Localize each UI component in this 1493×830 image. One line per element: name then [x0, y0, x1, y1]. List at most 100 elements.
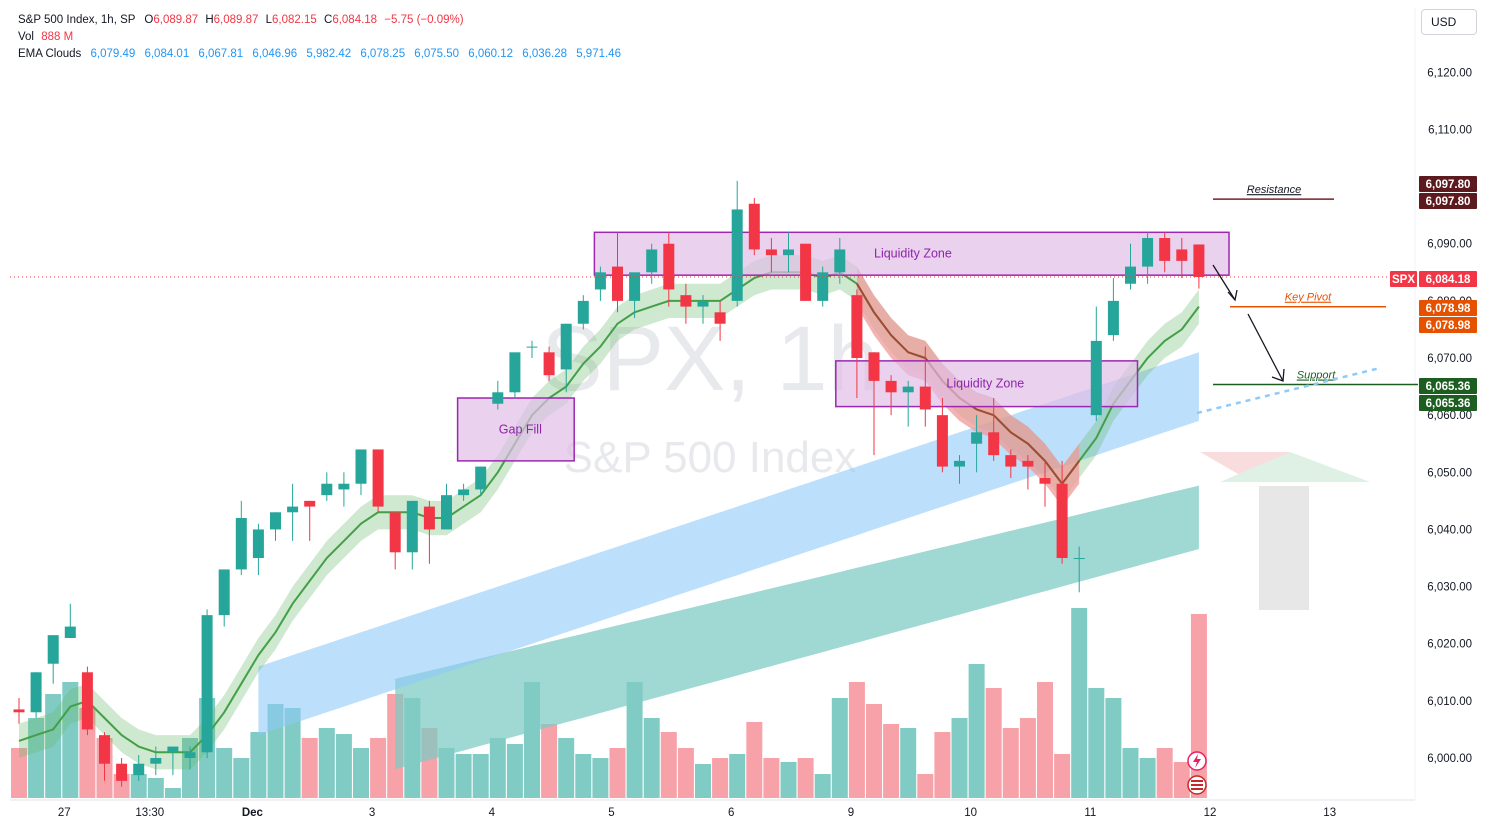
volume-bar: [1139, 758, 1156, 798]
candle-body: [133, 763, 145, 776]
gap-fill-zone: [456, 397, 575, 462]
volume-bar: [164, 788, 181, 798]
volume-bar: [1088, 688, 1105, 798]
volume-bar: [1156, 748, 1173, 798]
candle-body: [971, 432, 983, 444]
legend-close: 6,084.18: [332, 14, 378, 26]
candle-body: [1022, 460, 1034, 467]
candle-body: [116, 763, 128, 781]
time-tick-label: 13:30: [135, 807, 164, 819]
time-tick-label: 27: [58, 807, 71, 819]
candle-body: [1193, 244, 1205, 277]
volume-bar: [643, 718, 660, 798]
volume-bar: [917, 774, 934, 798]
candle-body: [338, 483, 350, 490]
arrow-head: [1271, 368, 1285, 382]
candle-body: [201, 615, 213, 753]
candle-body: [355, 449, 367, 484]
volume-bar: [130, 774, 147, 798]
candle-body: [919, 386, 931, 410]
time-tick-label: Dec: [242, 807, 264, 819]
legend-vol-label[interactable]: Vol: [18, 31, 34, 43]
candle-body: [1090, 340, 1102, 416]
legend-ema-label[interactable]: EMA Clouds: [18, 48, 82, 60]
time-axis[interactable]: 27 13:30 Dec 3 4 5 6 9 10 11 12 13: [58, 807, 1336, 819]
flash-icon[interactable]: [1187, 751, 1207, 771]
volume-bar: [370, 738, 387, 798]
volume-bar: [831, 698, 848, 798]
volume-bar: [506, 744, 523, 798]
legend-h-label: H: [205, 14, 214, 26]
projection-dotted-line: [1196, 366, 1381, 415]
candle-body: [64, 626, 76, 639]
ema-value: 6,079.49: [90, 48, 136, 60]
price-tick-label: 6,060.00: [1427, 410, 1472, 422]
currency-button[interactable]: USD: [1421, 9, 1477, 35]
time-tick-label: 12: [1204, 807, 1217, 819]
volume-bar: [79, 708, 96, 798]
volume-bar: [883, 724, 900, 798]
volume-bar: [814, 774, 831, 798]
watermark-symbol: SPX, 1h: [541, 308, 879, 410]
legend-low: 6,082.15: [272, 14, 317, 26]
arrow-head: [1227, 289, 1238, 302]
volume-bar: [660, 732, 677, 798]
price-tick-label: 6,000.00: [1427, 753, 1472, 765]
volume-bar: [609, 748, 626, 798]
candle-body: [748, 203, 760, 250]
volume-bar: [1105, 698, 1122, 798]
volume-bar: [216, 748, 233, 798]
candle-body: [1073, 558, 1085, 560]
volume-bar: [780, 762, 797, 798]
pivot-price-label: 6,078.98: [1426, 320, 1471, 332]
legend-symbol[interactable]: S&P 500 Index, 1h, SP: [18, 14, 136, 26]
candle-body: [783, 249, 794, 256]
resistance-price-label-bg: [1419, 193, 1477, 209]
time-tick-label: 4: [489, 807, 496, 819]
candle-body: [150, 758, 162, 764]
price-tick-label: 6,070.00: [1427, 353, 1472, 365]
candle-body: [629, 272, 641, 301]
volume-bar: [301, 738, 318, 798]
candle-body: [1107, 300, 1119, 336]
legend-volume-row: Vol 888 M: [18, 29, 627, 46]
volume-bar: [1002, 728, 1019, 798]
candle-body: [218, 569, 230, 616]
candle-body: [954, 460, 965, 467]
candle-body: [321, 483, 333, 496]
liquidity-zone-label: Liquidity Zone: [946, 377, 1024, 391]
candle-body: [458, 489, 470, 496]
volume-bar: [934, 732, 951, 798]
price-tick-label: 6,020.00: [1427, 639, 1472, 651]
volume-bar: [866, 704, 882, 798]
ema-value: 6,075.50: [414, 48, 460, 60]
ema-value: 5,971.46: [576, 48, 621, 60]
volume-bar: [1071, 608, 1088, 798]
volume-bar: [626, 682, 643, 798]
volume-bar: [592, 758, 609, 798]
tradingview-logo: [1200, 452, 1370, 610]
volume-bars: [11, 608, 1207, 798]
candle-body: [1039, 478, 1051, 484]
volume-bar: [746, 722, 763, 798]
candle-body: [1159, 238, 1171, 261]
annotation-zones: Liquidity Zone Liquidity Zone Gap Fill: [456, 231, 1230, 462]
current-symbol-label-bg: [1390, 271, 1417, 287]
volume-bar: [763, 758, 780, 798]
candle-body: [30, 672, 42, 713]
support-line-label: Support: [1297, 370, 1336, 382]
volume-bar: [968, 664, 985, 798]
price-labels: 6,097.80 6,097.80 SPX 6,084.18 6,078.98 6,078…: [1390, 176, 1477, 411]
candle-body: [81, 672, 93, 730]
price-axis[interactable]: 6,120.006,110.006,090.006,080.006,070.00…: [1427, 67, 1472, 765]
flag-icon[interactable]: [1187, 775, 1207, 795]
candle-body: [560, 323, 572, 370]
volume-bar: [284, 708, 301, 798]
ema-value: 6,067.81: [198, 48, 244, 60]
candle-body: [663, 243, 675, 290]
volume-bar: [712, 758, 729, 798]
candles: [13, 180, 1205, 787]
candle-body: [304, 500, 316, 507]
